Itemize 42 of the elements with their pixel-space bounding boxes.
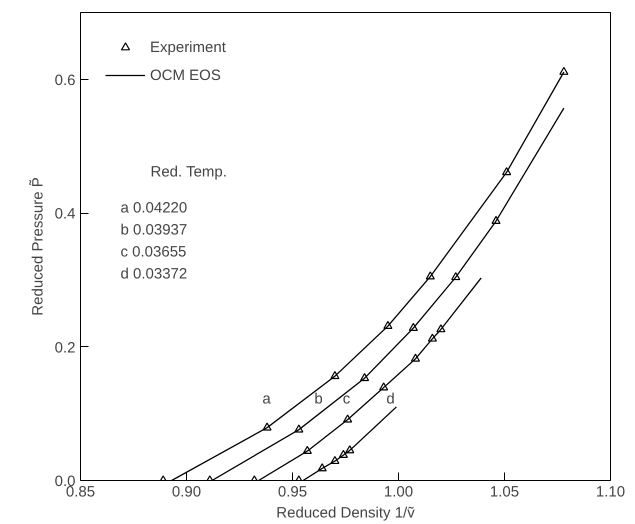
legend-label: Experiment bbox=[150, 38, 226, 56]
annotation: Red. Temp. bbox=[150, 164, 227, 180]
x-tick-label: 0.90 bbox=[172, 484, 202, 500]
point bbox=[451, 272, 460, 280]
point bbox=[302, 446, 312, 454]
y-axis-title: Reduced Pressure P̃ bbox=[29, 177, 47, 316]
annotation: d 0.03372 bbox=[120, 266, 188, 282]
annotation: b 0.03937 bbox=[120, 222, 188, 238]
point bbox=[330, 456, 340, 464]
annotation: d bbox=[386, 390, 395, 408]
point bbox=[436, 324, 446, 332]
point bbox=[491, 216, 501, 224]
x-tick-label: 1.05 bbox=[490, 484, 520, 500]
legend-label: OCM EOS bbox=[150, 66, 221, 84]
point bbox=[408, 322, 418, 331]
annotation: b bbox=[314, 390, 323, 408]
point bbox=[502, 167, 512, 176]
point bbox=[262, 422, 272, 431]
point bbox=[410, 354, 420, 362]
point bbox=[360, 372, 370, 382]
point bbox=[343, 414, 352, 423]
point bbox=[428, 334, 438, 342]
point bbox=[559, 66, 568, 75]
point bbox=[338, 450, 348, 458]
point bbox=[426, 271, 435, 280]
annotation: c bbox=[342, 390, 351, 408]
y-tick-label: 0.6 bbox=[54, 72, 76, 89]
point bbox=[330, 370, 340, 380]
y-tick-label: 0.4 bbox=[54, 206, 76, 223]
x-tick-label: 1.10 bbox=[596, 484, 626, 500]
annotation: c 0.03655 bbox=[120, 244, 186, 260]
annotation: a bbox=[262, 390, 272, 408]
point bbox=[379, 382, 388, 390]
x-tick-label: 0.95 bbox=[278, 484, 308, 500]
point bbox=[383, 320, 392, 329]
annotation: a 0.04220 bbox=[120, 200, 188, 216]
point bbox=[294, 424, 304, 433]
x-tick-label: 1.00 bbox=[384, 484, 414, 500]
point bbox=[318, 463, 327, 472]
y-tick-label: 0.2 bbox=[54, 339, 76, 356]
x-axis-title: Reduced Density 1/ṽ bbox=[276, 504, 416, 522]
point bbox=[345, 445, 354, 454]
